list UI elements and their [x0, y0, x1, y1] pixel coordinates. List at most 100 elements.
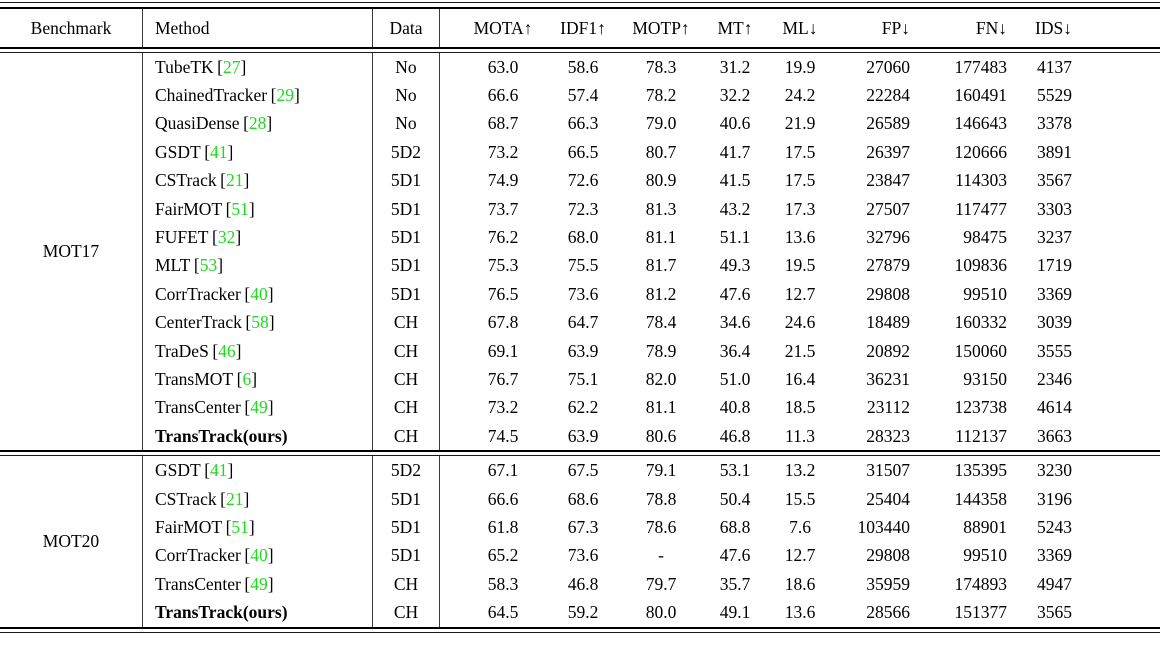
method-name: CSTrack [21]	[155, 170, 250, 191]
citation-number[interactable]: 27	[223, 56, 241, 77]
citation-number[interactable]: 41	[210, 141, 228, 162]
citation-number[interactable]: 49	[250, 397, 268, 418]
citation-number[interactable]: 40	[250, 545, 268, 566]
citation-number[interactable]: 29	[276, 85, 294, 106]
cell-fn: 135395	[954, 460, 1008, 481]
citation-ref[interactable]: [58]	[241, 312, 275, 333]
cell-mota: 63.0	[487, 56, 519, 77]
cell-fp: 25404	[866, 488, 910, 509]
citation-ref[interactable]: [49]	[240, 397, 274, 418]
cell-data: 5D2	[373, 138, 440, 167]
cell-fn: 98475	[963, 227, 1007, 248]
cell-ml: 19.5	[784, 255, 816, 276]
citation-number[interactable]: 32	[217, 227, 236, 248]
citation-number[interactable]: 40	[250, 283, 268, 304]
cell-method: TransCenter [49]	[143, 393, 373, 423]
citation-ref[interactable]: [53]	[190, 255, 224, 276]
citation-ref[interactable]: [49]	[240, 573, 274, 594]
cell-fn: 174893	[954, 573, 1008, 594]
cell-fn: 160491	[954, 85, 1008, 106]
citation-ref[interactable]: [29]	[267, 85, 300, 106]
cell-ml: 24.6	[784, 312, 816, 333]
header-cell-ids: IDS↓	[1035, 17, 1072, 38]
cell-mt: 41.7	[719, 141, 751, 162]
citation-number[interactable]: 53	[199, 255, 218, 276]
cell-motp: 81.3	[645, 198, 677, 219]
citation-ref[interactable]: [40]	[240, 545, 274, 566]
method-name: CorrTracker [40]	[155, 545, 274, 566]
method-name: MLT [53]	[155, 255, 224, 276]
cell-mt: 49.1	[719, 602, 751, 623]
cell-ml: 24.2	[784, 85, 816, 106]
section-mot17: MOT17 TubeTK [27] No 63.0 58.6 78.3 31.2…	[0, 53, 1160, 451]
citation-number[interactable]: 51	[231, 198, 249, 219]
cell-motp: 78.8	[645, 488, 677, 509]
cell-data: 5D1	[373, 251, 440, 281]
cell-ids: 3237	[1037, 227, 1072, 248]
cell-mota: 74.9	[487, 170, 519, 191]
cell-fp: 23112	[866, 397, 910, 418]
cell-motp: 80.9	[645, 170, 677, 191]
cell-ml: 17.3	[784, 198, 816, 219]
citation-ref[interactable]: [27]	[213, 56, 247, 77]
citation-number[interactable]: 21	[225, 488, 244, 509]
method-name: TransCenter [49]	[155, 573, 274, 594]
cell-mota: 65.2	[487, 545, 519, 566]
cell-idf1: 64.7	[567, 312, 599, 333]
citation-ref[interactable]: [21]	[216, 488, 250, 509]
cell-fp: 22284	[866, 85, 910, 106]
cell-ids: 3555	[1037, 340, 1072, 361]
method-name: GSDT [41]	[155, 141, 234, 162]
citation-number[interactable]: 58	[251, 312, 269, 333]
citation-ref[interactable]: [41]	[200, 460, 234, 481]
header-cell-mota: MOTA↑	[473, 17, 533, 38]
cell-mota: 58.3	[487, 573, 519, 594]
cell-data: 5D1	[373, 280, 440, 309]
cell-ml: 13.6	[784, 602, 816, 623]
cell-fp: 26589	[866, 113, 910, 134]
citation-number[interactable]: 51	[231, 516, 249, 537]
cell-data: CH	[373, 308, 440, 337]
citation-ref[interactable]: [51]	[222, 516, 255, 537]
cell-method: CSTrack [21]	[143, 166, 373, 195]
citation-number[interactable]: 46	[218, 340, 236, 361]
cell-method: TubeTK [27]	[143, 53, 373, 82]
citation-ref[interactable]: [40]	[240, 283, 274, 304]
cell-mota: 73.2	[487, 397, 519, 418]
cell-mt: 51.0	[719, 368, 751, 389]
cell-mota: 68.7	[487, 113, 519, 134]
cell-data: CH	[373, 570, 440, 599]
cell-ml: 18.5	[784, 397, 816, 418]
cell-fp: 27507	[866, 198, 910, 219]
citation-number[interactable]: 21	[225, 170, 244, 191]
citation-ref[interactable]: [32]	[208, 227, 242, 248]
citation-ref[interactable]: [21]	[216, 170, 250, 191]
cell-motp: 78.4	[645, 312, 677, 333]
citation-ref[interactable]: [41]	[200, 141, 234, 162]
cell-motp: 82.0	[645, 368, 677, 389]
method-name: ChainedTracker [29]	[155, 85, 300, 106]
method-name: FairMOT [51]	[155, 198, 255, 219]
cell-motp: 78.3	[645, 56, 677, 77]
cell-fp: 27879	[866, 255, 910, 276]
citation-number[interactable]: 28	[248, 113, 267, 134]
cell-mt: 31.2	[719, 56, 751, 77]
citation-ref[interactable]: [51]	[222, 198, 255, 219]
citation-ref[interactable]: [6]	[233, 368, 258, 389]
cell-method: TraDeS [46]	[143, 336, 373, 366]
citation-ref[interactable]: [46]	[208, 340, 242, 361]
method-name: CenterTrack [58]	[155, 312, 275, 333]
citation-number[interactable]: 6	[242, 368, 252, 389]
method-name: TraDeS [46]	[155, 340, 242, 361]
cell-mota: 67.1	[487, 460, 519, 481]
citation-number[interactable]: 49	[250, 573, 268, 594]
cell-motp: -	[658, 545, 664, 566]
citation-ref[interactable]: [28]	[239, 113, 273, 134]
cell-data: 5D1	[373, 484, 440, 514]
cell-fp: 36231	[866, 368, 910, 389]
cell-mota: 75.3	[487, 255, 519, 276]
cell-fn: 93150	[963, 368, 1007, 389]
cell-ml: 21.5	[784, 340, 816, 361]
citation-number[interactable]: 41	[210, 460, 228, 481]
cell-method: FUFET [32]	[143, 223, 373, 252]
